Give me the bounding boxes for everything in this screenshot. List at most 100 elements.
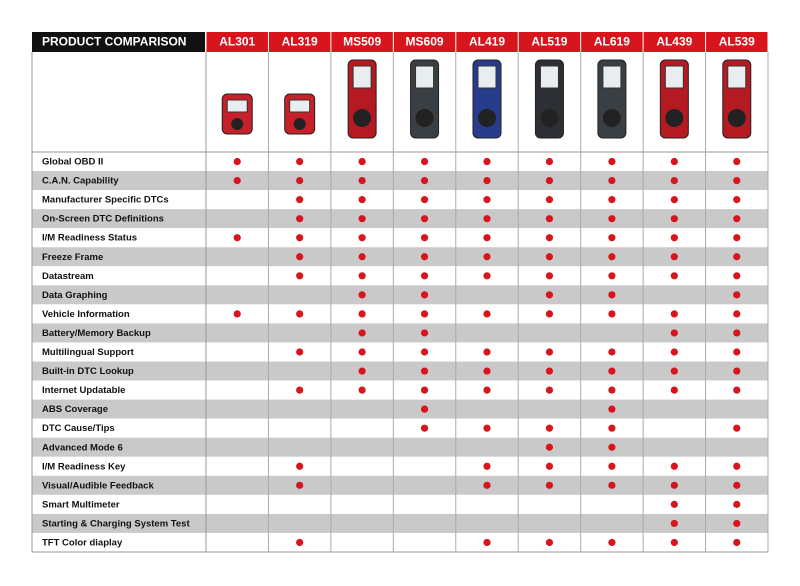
- row-background: [32, 247, 768, 267]
- feature-dot: [545, 538, 554, 547]
- header-cell: [706, 32, 768, 52]
- feature-dot: [420, 176, 429, 185]
- device-screen: [539, 65, 559, 89]
- feature-dot: [296, 348, 304, 356]
- feature-label: Starting & Charging System Test: [42, 518, 190, 529]
- header-title: PRODUCT COMPARISON: [42, 35, 186, 49]
- feature-dot: [670, 500, 678, 508]
- feature-dot: [358, 310, 366, 318]
- feature-dot: [483, 157, 491, 166]
- header-cell: [268, 32, 331, 52]
- row-background: [32, 456, 768, 476]
- feature-dot: [608, 405, 616, 413]
- feature-dot: [670, 348, 678, 356]
- feature-label: ABS Coverage: [42, 404, 108, 415]
- feature-dot: [483, 234, 491, 242]
- feature-dot: [670, 234, 678, 242]
- feature-dot: [608, 386, 616, 394]
- feature-dot: [296, 386, 304, 394]
- feature-dot: [670, 196, 678, 204]
- feature-dot: [296, 157, 304, 166]
- feature-dot: [483, 272, 491, 280]
- feature-label: Manufacturer Specific DTCs: [42, 195, 169, 206]
- row-background: [32, 532, 768, 552]
- feature-dot: [608, 443, 616, 451]
- row-background: [32, 475, 768, 495]
- feature-dot: [233, 176, 241, 185]
- row-background: [32, 361, 768, 381]
- feature-label: C.A.N. Capability: [42, 176, 119, 187]
- device-screen: [415, 65, 435, 89]
- row-background: [32, 342, 768, 362]
- feature-dot: [545, 367, 554, 375]
- feature-label: Data Graphing: [42, 290, 108, 301]
- feature-dot: [733, 519, 741, 528]
- feature-dot: [608, 253, 616, 261]
- feature-dot: [296, 272, 304, 280]
- feature-dot: [733, 348, 741, 356]
- feature-dot: [483, 348, 491, 356]
- device-screen: [226, 99, 248, 113]
- product-name: AL319: [282, 35, 318, 49]
- feature-dot: [420, 196, 429, 204]
- feature-dot: [358, 329, 366, 337]
- feature-dot: [545, 291, 554, 299]
- feature-dot: [733, 157, 741, 166]
- feature-dot: [296, 538, 304, 547]
- feature-dot: [733, 367, 741, 375]
- feature-dot: [608, 348, 616, 356]
- product-name: AL439: [656, 35, 692, 49]
- row-background: [32, 152, 768, 172]
- feature-dot: [233, 310, 241, 318]
- feature-dot: [733, 329, 741, 337]
- feature-dot: [670, 329, 678, 337]
- header-cell: [456, 32, 518, 52]
- feature-dot: [545, 348, 554, 356]
- device-keypad: [727, 109, 746, 127]
- row-background: [32, 209, 768, 229]
- feature-label: Vehicle Information: [42, 309, 130, 320]
- feature-dot: [545, 462, 554, 470]
- feature-dot: [296, 253, 304, 261]
- feature-dot: [483, 215, 491, 223]
- feature-dot: [358, 196, 366, 204]
- feature-dot: [670, 310, 678, 318]
- feature-dot: [233, 234, 241, 242]
- row-background: [32, 190, 768, 210]
- device-keypad: [602, 109, 621, 127]
- feature-dot: [420, 348, 429, 356]
- header-cell: [32, 32, 205, 52]
- product-name: AL519: [531, 35, 567, 49]
- feature-dot: [733, 481, 741, 489]
- row-background: [32, 399, 768, 419]
- feature-dot: [545, 215, 554, 223]
- feature-dot: [670, 538, 678, 547]
- feature-label: On-Screen DTC Definitions: [42, 214, 164, 225]
- device-keypad: [665, 109, 684, 127]
- feature-dot: [358, 348, 366, 356]
- feature-label: Advanced Mode 6: [42, 442, 123, 453]
- feature-dot: [296, 196, 304, 204]
- feature-dot: [296, 462, 304, 470]
- feature-label: Built-in DTC Lookup: [42, 366, 134, 377]
- feature-label: Visual/Audible Feedback: [42, 480, 154, 491]
- feature-dot: [733, 196, 741, 204]
- feature-label: I/M Readiness Key: [42, 461, 126, 472]
- feature-dot: [483, 310, 491, 318]
- feature-dot: [296, 234, 304, 242]
- feature-dot: [358, 215, 366, 223]
- feature-dot: [733, 386, 741, 394]
- device-keypad: [478, 109, 496, 127]
- feature-dot: [670, 272, 678, 280]
- feature-dot: [608, 291, 616, 299]
- feature-dot: [608, 157, 616, 166]
- feature-dot: [545, 196, 554, 204]
- device-screen: [352, 65, 372, 89]
- row-background: [32, 285, 768, 305]
- device-keypad: [540, 109, 559, 127]
- feature-dot: [608, 196, 616, 204]
- device-screen: [477, 65, 497, 89]
- feature-dot: [733, 462, 741, 470]
- feature-dot: [545, 386, 554, 394]
